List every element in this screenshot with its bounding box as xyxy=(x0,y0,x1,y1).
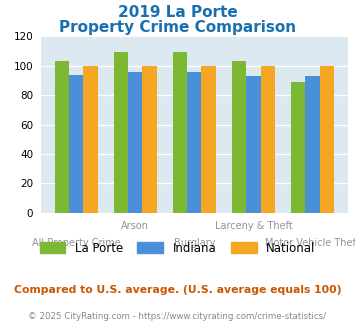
Text: 2019 La Porte: 2019 La Porte xyxy=(118,5,237,20)
Bar xyxy=(128,72,142,213)
Text: Compared to U.S. average. (U.S. average equals 100): Compared to U.S. average. (U.S. average … xyxy=(14,285,341,295)
Text: Motor Vehicle Theft: Motor Vehicle Theft xyxy=(265,238,355,248)
Bar xyxy=(173,52,187,213)
Text: Burglary: Burglary xyxy=(174,238,215,248)
Bar xyxy=(261,66,275,213)
Bar xyxy=(114,52,128,213)
Text: © 2025 CityRating.com - https://www.cityrating.com/crime-statistics/: © 2025 CityRating.com - https://www.city… xyxy=(28,312,327,321)
Bar xyxy=(232,61,246,213)
Bar xyxy=(142,66,157,213)
Bar xyxy=(69,75,83,213)
Legend: La Porte, Indiana, National: La Porte, Indiana, National xyxy=(36,238,319,258)
Text: All Property Crime: All Property Crime xyxy=(32,238,121,248)
Text: Larceny & Theft: Larceny & Theft xyxy=(214,221,292,231)
Bar xyxy=(83,66,98,213)
Text: Arson: Arson xyxy=(121,221,149,231)
Bar xyxy=(201,66,215,213)
Bar xyxy=(187,72,201,213)
Text: Property Crime Comparison: Property Crime Comparison xyxy=(59,20,296,35)
Bar xyxy=(291,82,305,213)
Bar xyxy=(246,76,261,213)
Bar xyxy=(305,76,320,213)
Bar xyxy=(55,61,69,213)
Bar xyxy=(320,66,334,213)
